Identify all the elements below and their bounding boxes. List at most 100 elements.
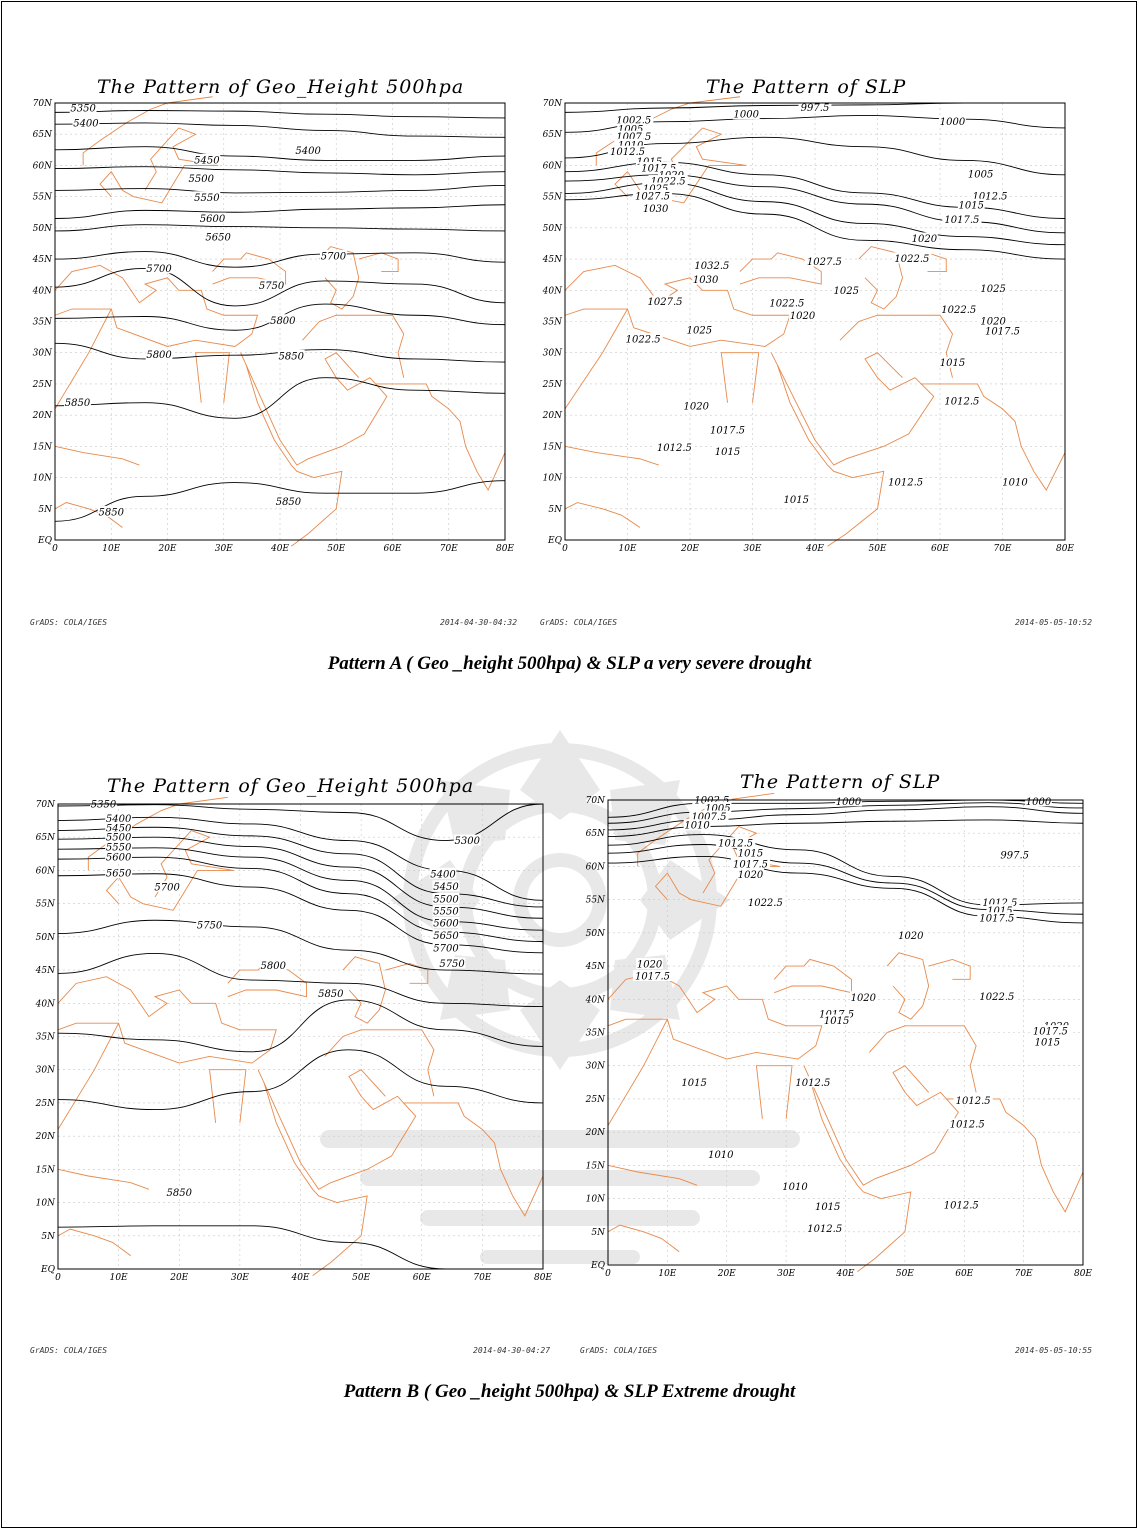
- lat-tick-label: EQ: [590, 1261, 606, 1271]
- contour-label: 1022.5: [651, 177, 686, 188]
- contour-label-bg: [707, 1148, 735, 1160]
- lat-tick-label: 5N: [591, 1228, 606, 1238]
- slp-b-footer-right: 2014-05-05-10:55: [1015, 1346, 1093, 1355]
- coastline: [57, 1023, 120, 1130]
- contour-label-bg: [816, 1007, 857, 1019]
- coastline: [195, 352, 230, 403]
- contour-label: 5350: [70, 103, 96, 114]
- coastline: [82, 96, 213, 166]
- contour-label: 5800: [260, 961, 286, 972]
- contour-label-bg: [939, 356, 966, 368]
- contour-label-bg: [72, 116, 100, 128]
- contour-label: 5600: [433, 918, 459, 929]
- contour-label: 1007.5: [616, 132, 651, 143]
- contour-label-bg: [941, 1199, 981, 1211]
- contour-label-bg: [730, 857, 771, 869]
- contour-label: 5500: [433, 894, 459, 905]
- contour-label-bg: [64, 396, 91, 408]
- contour-label-bg: [804, 255, 844, 267]
- contour-label: 1025: [834, 286, 859, 297]
- contour-label-bg: [432, 892, 460, 904]
- contour-label: 5450: [106, 823, 132, 834]
- contour-label: 5400: [73, 118, 99, 129]
- contour-label: 1015: [1035, 1037, 1060, 1048]
- contour-label-bg: [942, 394, 982, 406]
- contour-label: 1015: [681, 1078, 706, 1089]
- contour-5650: [57, 873, 544, 954]
- lat-tick-label: 15N: [586, 1161, 606, 1171]
- coastline: [212, 252, 287, 285]
- lon-tick-label: 0: [562, 544, 568, 554]
- lon-tick-label: 40E: [805, 544, 824, 554]
- contour-label: 5500: [189, 174, 215, 185]
- lon-tick-label: 70E: [993, 544, 1011, 554]
- coastline: [240, 352, 388, 466]
- lat-tick-label: 50N: [543, 224, 563, 234]
- lat-tick-label: 45N: [35, 966, 56, 976]
- contour-1005: [564, 136, 1066, 176]
- contour-label-bg: [680, 1076, 708, 1088]
- contour-label: 1012.5: [944, 1201, 979, 1212]
- lon-tick-label: 60E: [955, 1269, 973, 1279]
- contour-label-bg: [892, 252, 932, 264]
- contour-label-bg: [632, 190, 673, 202]
- coastline: [57, 1228, 132, 1257]
- lat-tick-label: 10N: [543, 474, 563, 484]
- lat-tick-label: 15N: [543, 442, 563, 452]
- contour-label: 1020: [912, 234, 938, 245]
- contour-label: 1002.5: [616, 115, 651, 126]
- coastline: [886, 952, 930, 1020]
- coastline: [375, 383, 506, 492]
- contour-label-bg: [714, 445, 741, 457]
- lon-tick-label: 0: [605, 1269, 611, 1279]
- contour-label: 1000: [734, 110, 760, 121]
- contour-label: 1020: [980, 316, 1006, 327]
- contour-label: 5400: [295, 146, 321, 157]
- contour-label-bg: [97, 505, 125, 517]
- contour-label: 5750: [439, 959, 465, 970]
- lat-tick-label: EQ: [40, 1265, 56, 1275]
- contour-5600: [54, 204, 506, 219]
- lat-tick-label: 45N: [32, 255, 53, 265]
- contour-label-bg: [979, 282, 1007, 294]
- lon-tick-label: 10E: [102, 544, 120, 554]
- contour-label: 1015: [715, 447, 740, 458]
- lat-tick-label: 35N: [33, 318, 53, 328]
- contour-label: 1027.5: [648, 297, 683, 308]
- contour-label: 1020: [738, 870, 764, 881]
- contour-label: 997.5: [1000, 851, 1029, 862]
- slp-a-footer-right: 2014-05-05-10:52: [1015, 618, 1093, 627]
- contour-label-bg: [886, 475, 926, 487]
- contour-label-bg: [607, 145, 648, 157]
- contour-label: 1020: [898, 931, 924, 942]
- coastline: [105, 830, 234, 911]
- lat-tick-label: 30N: [543, 349, 563, 359]
- coastline: [57, 976, 277, 1064]
- slp-a-title: The Pattern of SLP: [706, 76, 907, 98]
- caption-pattern-a: Pattern A ( Geo _height 500hpa) & SLP a …: [327, 653, 812, 674]
- contour-label: 1012.5: [795, 1078, 830, 1089]
- contour-label-bg: [199, 212, 226, 224]
- contour-label: 1017.5: [985, 326, 1020, 337]
- lon-tick-label: 70E: [440, 544, 458, 554]
- contour-label: 1025: [980, 284, 1005, 295]
- contour-label: 5850: [318, 989, 344, 1000]
- contour-label-bg: [617, 138, 645, 150]
- lon-tick-label: 60E: [413, 1273, 431, 1283]
- contour-label: 5650: [106, 869, 132, 880]
- map-svg: 1002.5 1000 100010051007.510101012.5101510…: [585, 792, 1092, 1279]
- contour-label: 1030: [643, 204, 669, 215]
- plot-frame: [54, 102, 506, 541]
- contour-label-bg: [947, 1118, 987, 1130]
- coastline: [868, 1025, 977, 1093]
- contour-label: 5550: [194, 193, 220, 204]
- lon-tick-label: 50E: [327, 544, 345, 554]
- contour-label: 1015: [940, 358, 965, 369]
- contour-5800: [57, 999, 544, 1053]
- lat-tick-label: 55N: [33, 193, 53, 203]
- contour-label: 5550: [106, 843, 132, 854]
- contour-label-bg: [657, 168, 685, 180]
- lon-tick-label: 30E: [743, 544, 761, 554]
- contour-label-bg: [432, 916, 460, 928]
- contour-5450: [54, 146, 506, 161]
